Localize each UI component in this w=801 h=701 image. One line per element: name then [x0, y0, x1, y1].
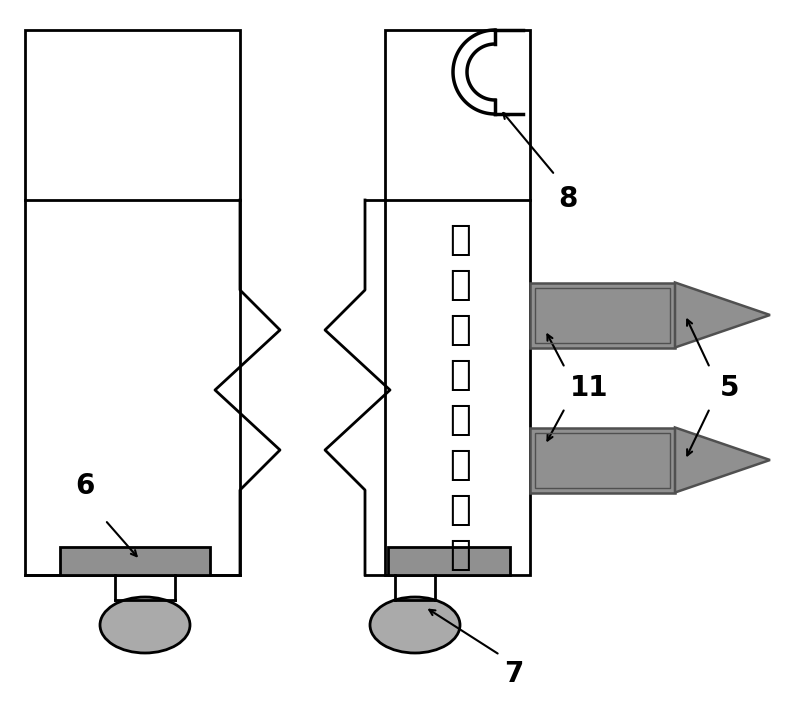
Text: 装: 装 — [449, 313, 471, 347]
Text: 5: 5 — [720, 374, 739, 402]
Ellipse shape — [370, 597, 460, 653]
Text: 体: 体 — [449, 448, 471, 482]
Bar — [60, 547, 210, 575]
Text: 前: 前 — [449, 493, 471, 527]
Bar — [535, 433, 670, 487]
Ellipse shape — [100, 597, 190, 653]
Polygon shape — [675, 428, 770, 493]
Bar — [530, 428, 675, 493]
Bar — [530, 283, 675, 348]
Text: 置: 置 — [449, 358, 471, 392]
Text: 曳: 曳 — [449, 268, 471, 302]
Text: 7: 7 — [504, 660, 523, 688]
Bar — [388, 547, 510, 575]
Text: 拖: 拖 — [449, 223, 471, 257]
Bar — [25, 30, 240, 575]
Bar — [535, 287, 670, 343]
Text: 主: 主 — [449, 403, 471, 437]
Text: 8: 8 — [558, 185, 578, 213]
Text: 端: 端 — [449, 538, 471, 572]
Text: 11: 11 — [570, 374, 609, 402]
Polygon shape — [675, 283, 770, 348]
Bar — [385, 30, 530, 575]
Text: 6: 6 — [75, 472, 95, 500]
